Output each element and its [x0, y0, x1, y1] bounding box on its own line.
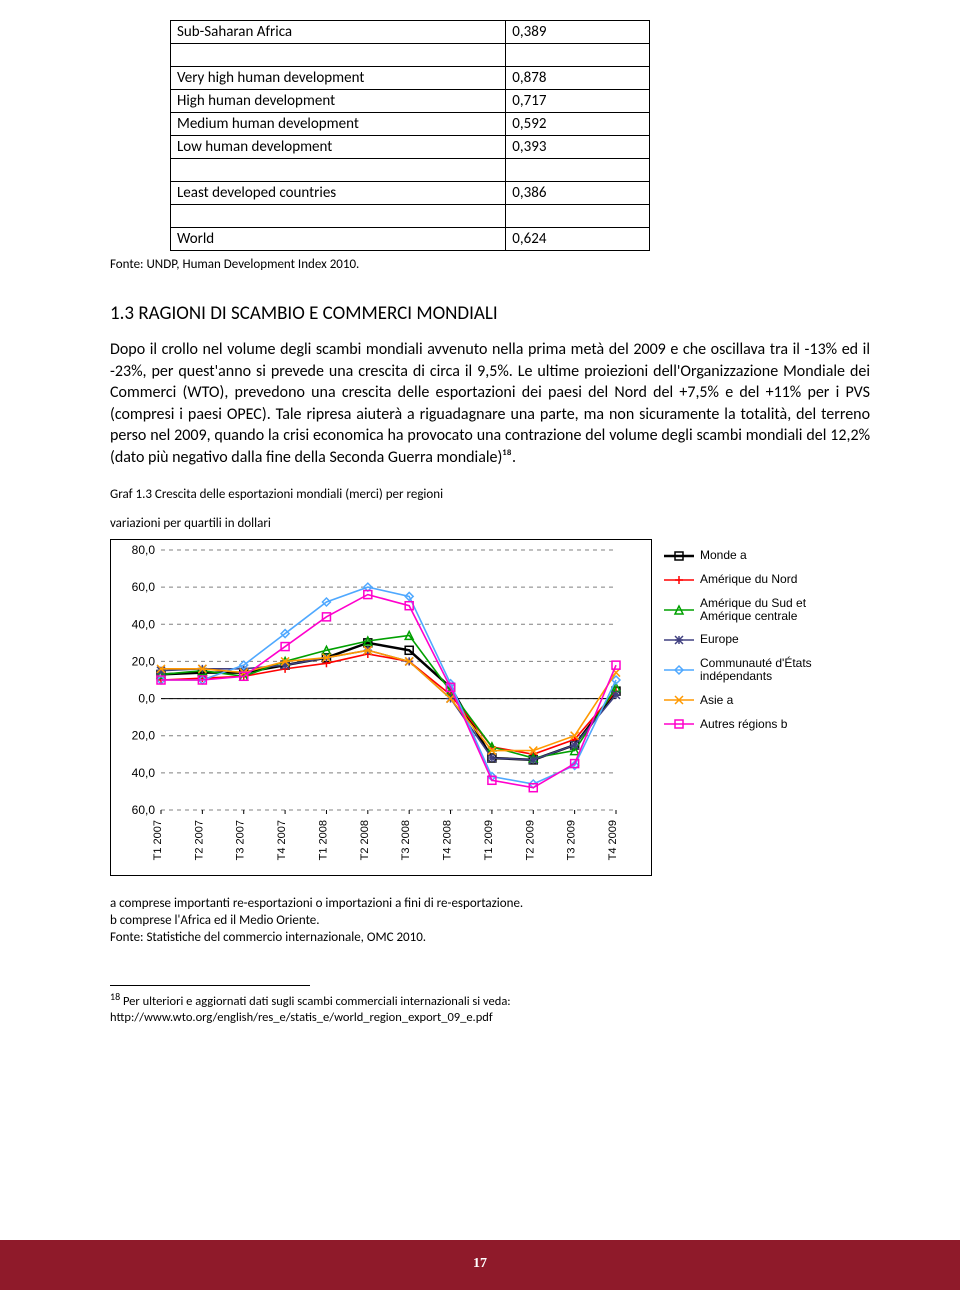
- svg-text:T4 2007: T4 2007: [276, 820, 288, 860]
- table-row: Very high human development 0,878: [171, 67, 650, 90]
- row-value: 0,592: [506, 113, 650, 136]
- svg-text:T2 2008: T2 2008: [359, 820, 371, 860]
- legend-item-europe: Europe: [664, 633, 834, 647]
- svg-text:T1 2008: T1 2008: [317, 820, 329, 860]
- table-row: Low human development 0,393: [171, 136, 650, 159]
- row-name: Medium human development: [171, 113, 506, 136]
- row-value: 0,386: [506, 182, 650, 205]
- row-value: 0,717: [506, 90, 650, 113]
- svg-text:T1 2009: T1 2009: [483, 820, 495, 860]
- legend-item-amnord: Amérique du Nord: [664, 573, 834, 587]
- legend-item-cei: Communauté d'États indépendants: [664, 657, 834, 683]
- svg-text:40,0: 40,0: [132, 617, 156, 631]
- chart-svg-box: 60,0 40,0 20,0 0,0 20,0 40,0 60,0 80,0 T1 2007 T2…: [110, 539, 652, 876]
- svg-text:20,0: 20,0: [132, 728, 156, 742]
- footnote-text: Per ulteriori e aggiornati dati sugli sc…: [110, 994, 511, 1025]
- svg-text:0,0: 0,0: [138, 691, 155, 705]
- svg-text:60,0: 60,0: [132, 580, 156, 594]
- legend-item-monde: Monde a: [664, 549, 834, 563]
- row-name: Very high human development: [171, 67, 506, 90]
- row-name: World: [171, 228, 506, 251]
- page: Sub-Saharan Africa 0,389 Very high human…: [0, 0, 960, 1290]
- legend-label: Amérique du Sud et Amérique centrale: [700, 597, 834, 623]
- section-heading: 1.3 RAGIONI DI SCAMBIO E COMMERCI MONDIA…: [110, 302, 870, 325]
- svg-text:T1 2007: T1 2007: [152, 820, 164, 860]
- chart-caption-title: Graf 1.3 Crescita delle esportazioni mon…: [110, 487, 870, 502]
- footnote-marker: 18: [110, 990, 120, 1003]
- table-row: Medium human development 0,592: [171, 113, 650, 136]
- chart-caption-sub: variazioni per quartili in dollari: [110, 516, 870, 531]
- row-value: 0,878: [506, 67, 650, 90]
- table-row-empty: [171, 44, 650, 67]
- legend-label: Autres régions b: [700, 718, 787, 731]
- legend-label: Europe: [700, 633, 739, 646]
- svg-text:T4 2009: T4 2009: [607, 820, 619, 860]
- row-name: Least developed countries: [171, 182, 506, 205]
- row-value: 0,393: [506, 136, 650, 159]
- chart-notes: a comprese importanti re-esportazioni o …: [110, 896, 870, 945]
- chart-note-source: Fonte: Statistiche del commercio interna…: [110, 930, 870, 945]
- row-name: Sub-Saharan Africa: [171, 21, 506, 44]
- footnote: 18 Per ulteriori e aggiornati dati sugli…: [110, 990, 870, 1027]
- table-row: High human development 0,717: [171, 90, 650, 113]
- legend-item-amsud: Amérique du Sud et Amérique centrale: [664, 597, 834, 623]
- series-europe: [157, 646, 620, 764]
- legend-label: Monde a: [700, 549, 747, 562]
- svg-text:T2 2009: T2 2009: [524, 820, 536, 860]
- svg-text:40,0: 40,0: [132, 765, 156, 779]
- series-cei: [157, 583, 620, 788]
- series-amnord: [157, 650, 620, 758]
- export-chart: 60,0 40,0 20,0 0,0 20,0 40,0 60,0 80,0 T1 2007 T2…: [111, 540, 651, 870]
- legend-label: Amérique du Nord: [700, 573, 797, 586]
- chart-note-a: a comprese importanti re-esportazioni o …: [110, 896, 870, 911]
- table-row: World 0,624: [171, 228, 650, 251]
- svg-text:80,0: 80,0: [132, 543, 156, 557]
- footnote-rule: [110, 985, 310, 986]
- chart-container: 60,0 40,0 20,0 0,0 20,0 40,0 60,0 80,0 T1 2007 T2…: [110, 539, 870, 876]
- section-body: Dopo il crollo nel volume degli scambi m…: [110, 339, 870, 469]
- table-row-empty: [171, 205, 650, 228]
- row-name: High human development: [171, 90, 506, 113]
- svg-text:T3 2007: T3 2007: [235, 820, 247, 860]
- chart-legend: Monde a Amérique du Nord Amérique du Sud e…: [652, 539, 834, 876]
- table-source: Fonte: UNDP, Human Development Index 201…: [110, 257, 870, 272]
- series-autres: [157, 590, 620, 791]
- svg-text:T2 2007: T2 2007: [193, 820, 205, 860]
- hdi-table: Sub-Saharan Africa 0,389 Very high human…: [170, 20, 650, 251]
- row-value: 0,624: [506, 228, 650, 251]
- chart-note-b: b comprese l'Africa ed il Medio Oriente.: [110, 913, 870, 928]
- legend-label: Asie a: [700, 694, 733, 707]
- legend-item-autres: Autres régions b: [664, 717, 834, 731]
- svg-text:T3 2008: T3 2008: [400, 820, 412, 860]
- page-number: 17: [0, 1256, 960, 1272]
- series-amsud: [157, 631, 620, 762]
- table-row-empty: [171, 159, 650, 182]
- svg-text:20,0: 20,0: [132, 654, 156, 668]
- table-row: Sub-Saharan Africa 0,389: [171, 21, 650, 44]
- table-row: Least developed countries 0,386: [171, 182, 650, 205]
- legend-label: Communauté d'États indépendants: [700, 657, 834, 683]
- legend-item-asie: Asie a: [664, 693, 834, 707]
- row-name: Low human development: [171, 136, 506, 159]
- svg-text:T4 2008: T4 2008: [442, 820, 454, 860]
- svg-text:T3 2009: T3 2009: [566, 820, 578, 860]
- svg-text:60,0: 60,0: [132, 803, 156, 817]
- row-value: 0,389: [506, 21, 650, 44]
- series-asie: [157, 646, 620, 754]
